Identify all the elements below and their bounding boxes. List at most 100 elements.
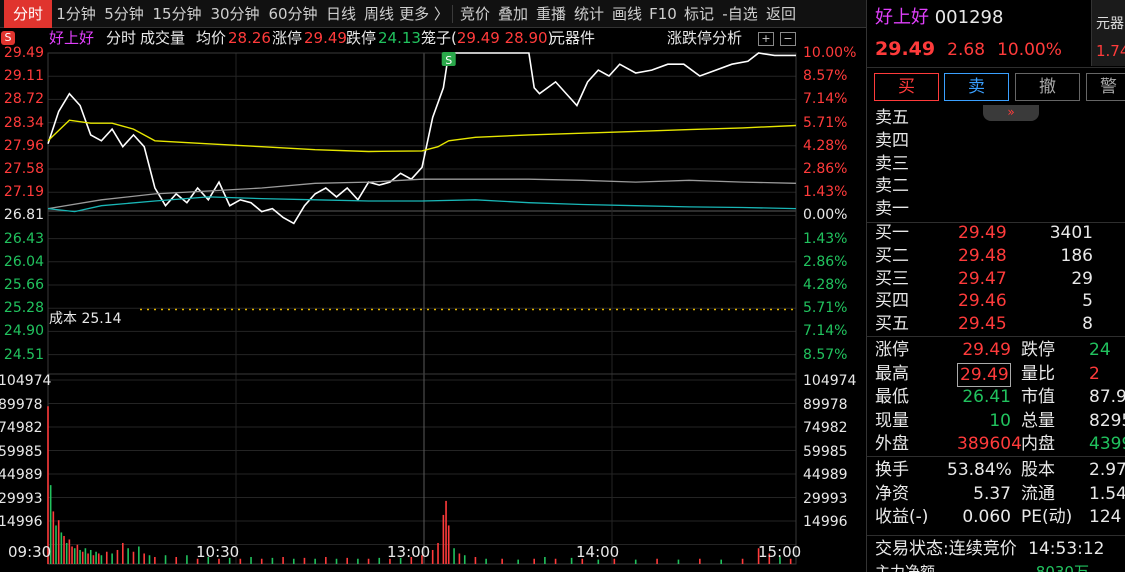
tab-0[interactable]: 分时: [4, 0, 52, 28]
tab-13[interactable]: 画线: [611, 5, 642, 23]
volume-bar: [699, 558, 701, 564]
volume-bar: [789, 558, 792, 564]
tab-2[interactable]: 5分钟: [104, 5, 144, 23]
stat-label: 流通: [1021, 483, 1055, 504]
volume-bar: [138, 546, 140, 564]
time-tick-label: 13:00: [387, 543, 431, 561]
volume-mode-label[interactable]: 成交量: [140, 29, 186, 47]
stat-row: 最高 29.49 量比 2: [875, 362, 1100, 387]
volume-bar: [613, 558, 616, 564]
sell-button[interactable]: 卖: [944, 73, 1009, 101]
tab-4[interactable]: 30分钟: [210, 5, 260, 23]
pct-tick-label: 5.71%: [803, 300, 848, 317]
pct-tick-label: 2.86%: [803, 253, 848, 270]
price-tick-label: 28.34: [3, 114, 44, 131]
industry-tag[interactable]: 元器件: [550, 29, 596, 47]
chart-mode-label[interactable]: 分时: [106, 29, 137, 47]
alert-button[interactable]: 警: [1086, 73, 1125, 101]
quote-stock-name: 好上好 001298: [875, 7, 1004, 28]
sector-tag-label: 元器: [1096, 16, 1124, 32]
volume-bar: [79, 549, 81, 564]
tab-5[interactable]: 60分钟: [268, 5, 318, 23]
volume-bar: [132, 551, 135, 564]
volume-tick-label: 14996: [803, 514, 848, 530]
price-tick-label: 27.58: [3, 161, 44, 177]
stat-label: 总量: [1021, 410, 1055, 431]
pct-tick-label: 2.86%: [803, 161, 848, 177]
period-toolbar: 分时 1分钟 5分钟 15分钟 30分钟 60分钟 日线 周线 更多 〉竞价 叠加 重播 统计 画线 F1…: [0, 0, 866, 28]
quote-last-price: 29.49: [875, 38, 936, 60]
buy-button[interactable]: 买: [874, 73, 939, 101]
price-tick-label: 24.90: [3, 323, 44, 340]
volume-bar: [89, 549, 92, 564]
stat-value: 2: [1089, 363, 1100, 384]
quote-stock-code: 001298: [934, 7, 1004, 28]
bid-row: 买三 29.47 29: [875, 268, 1093, 290]
volume-bar: [533, 558, 535, 564]
tab-7[interactable]: 周线: [363, 5, 394, 23]
tab-9[interactable]: 竞价: [459, 5, 490, 23]
volume-bar: [437, 542, 439, 564]
volume-bar: [154, 556, 156, 564]
pct-tick-label: 8.57%: [803, 346, 848, 363]
tab-11[interactable]: 重播: [535, 5, 566, 23]
volume-tick-label: 59985: [0, 443, 43, 460]
price-tick-label: 25.28: [3, 300, 44, 317]
volume-bar: [148, 555, 151, 564]
tab-15[interactable]: 标记: [683, 5, 714, 23]
tab-10[interactable]: 叠加: [497, 5, 528, 23]
tab-6[interactable]: 日线: [325, 5, 356, 23]
volume-bar: [634, 559, 637, 564]
ask-level-label: 卖五: [875, 108, 909, 128]
tab-3[interactable]: 15分钟: [152, 5, 202, 23]
series-series_gray-line: [47, 178, 797, 210]
chart-stock-name[interactable]: 好上好: [49, 29, 95, 47]
limit-up-label: 涨停: [272, 29, 303, 47]
cancel-order-button[interactable]: 撤: [1015, 73, 1080, 101]
pct-tick-label: 1.43%: [803, 230, 848, 247]
intraday-chart-svg[interactable]: S: [0, 28, 866, 572]
sector-tag-value: 1.74: [1096, 42, 1125, 60]
stat-value: 124: [1089, 507, 1122, 527]
price-tick-label: 26.43: [3, 230, 44, 247]
volume-bar: [389, 558, 391, 564]
stat-label: 现量: [875, 410, 909, 431]
stat-label: 市值: [1021, 387, 1055, 407]
collapse-toggle-icon[interactable]: »: [983, 105, 1039, 121]
volume-bar: [250, 556, 252, 564]
stat-value: 2.97: [1089, 460, 1125, 480]
stat-label: 量比: [1021, 363, 1055, 384]
volume-bar: [325, 556, 327, 564]
volume-bar: [677, 559, 680, 564]
tab-17[interactable]: 返回: [765, 5, 796, 23]
volume-bar: [111, 553, 113, 564]
stat-value: 24: [1089, 340, 1111, 360]
sector-tag-box[interactable]: 元器 1.74: [1091, 0, 1125, 66]
zoom-in-icon[interactable]: +: [758, 32, 774, 46]
bid-volume: 186: [1060, 245, 1093, 266]
volume-bar: [105, 551, 108, 564]
tab-1[interactable]: 1分钟: [56, 5, 96, 23]
price-cage-value-1: 29.49: [456, 29, 500, 47]
limit-analysis-link[interactable]: 涨跌停分析: [667, 29, 743, 47]
volume-bar: [73, 548, 76, 564]
stat-label: 最低: [875, 387, 909, 407]
volume-tick-label: 104974: [803, 373, 857, 389]
volume-tick-label: 44989: [0, 467, 43, 483]
volume-tick-label: 74982: [803, 420, 848, 436]
tab-8[interactable]: 更多 〉: [399, 5, 449, 23]
volume-bar: [164, 555, 167, 564]
volume-bar: [71, 546, 73, 564]
volume-bar: [314, 558, 316, 564]
volume-bar: [757, 548, 760, 564]
tab-14[interactable]: F10: [649, 5, 677, 23]
bid-price: 29.47: [958, 268, 1007, 289]
pct-tick-label: 5.71%: [803, 114, 848, 131]
tab-12[interactable]: 统计: [573, 5, 604, 23]
zoom-out-icon[interactable]: −: [780, 32, 796, 46]
bid-row: 买四 29.46 5: [875, 290, 1093, 312]
bid-price: 29.45: [958, 314, 1007, 335]
bid-price: 29.49: [958, 223, 1007, 243]
volume-bar: [76, 544, 79, 564]
tab-16[interactable]: -自选: [722, 5, 758, 23]
